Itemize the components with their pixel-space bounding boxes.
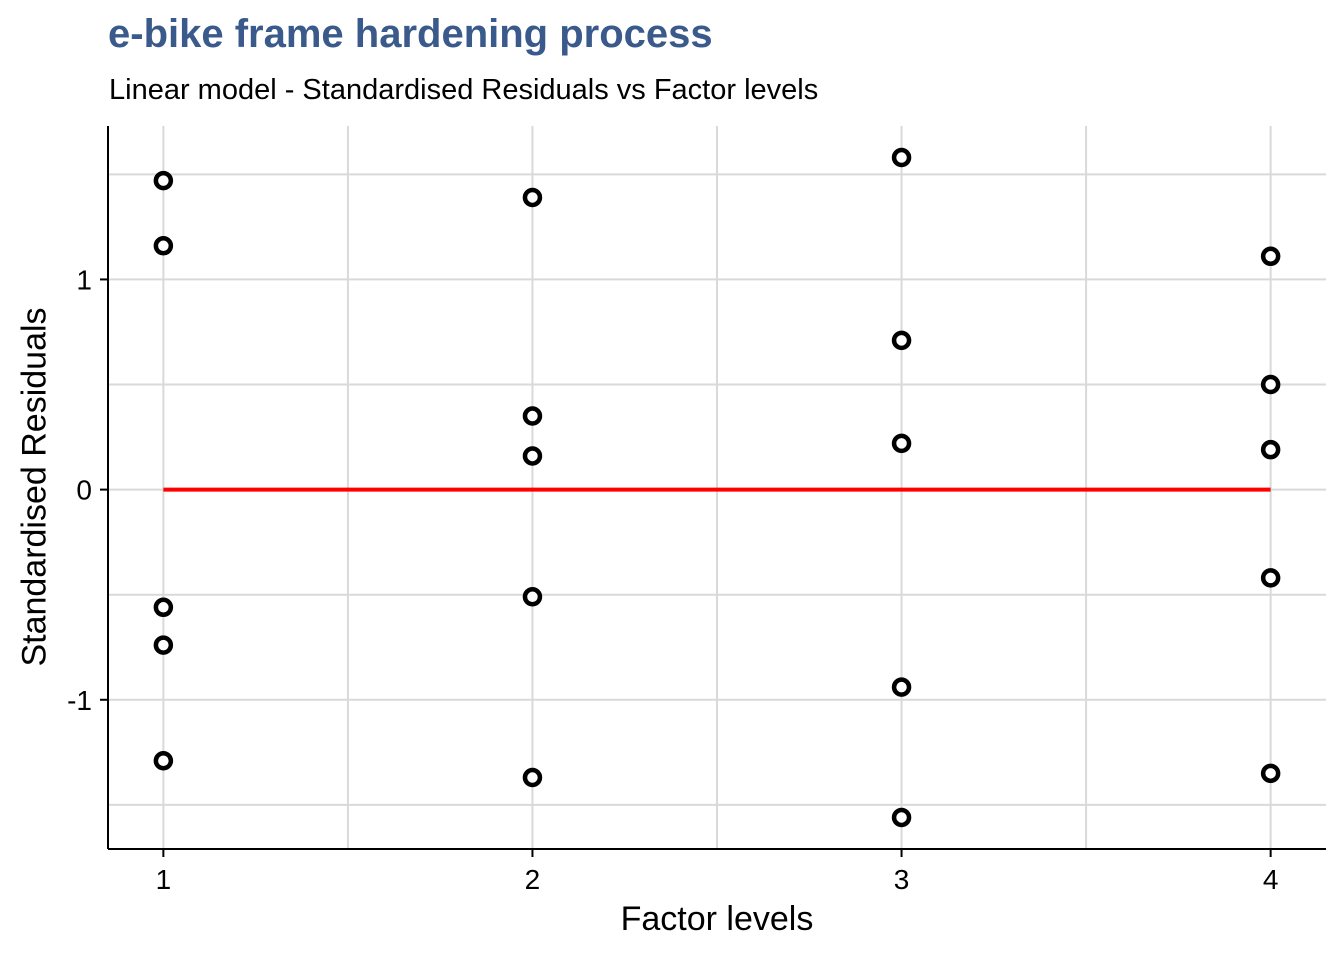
chart-subtitle: Linear model - Standardised Residuals vs… bbox=[109, 74, 819, 106]
residual-point bbox=[153, 750, 174, 771]
x-tick-label: 3 bbox=[894, 864, 910, 895]
grid bbox=[108, 126, 1326, 849]
residual-point bbox=[522, 187, 543, 208]
residual-point bbox=[891, 330, 912, 351]
chart-title: e-bike frame hardening process bbox=[108, 12, 713, 56]
residual-point bbox=[1260, 439, 1281, 460]
y-tick-label: 0 bbox=[76, 475, 92, 506]
x-tick-label: 4 bbox=[1263, 864, 1279, 895]
residual-point bbox=[891, 677, 912, 697]
y-tick-label: -1 bbox=[67, 685, 92, 716]
residual-point bbox=[522, 446, 543, 466]
residual-point bbox=[153, 597, 174, 618]
x-axis-label: Factor levels bbox=[620, 900, 814, 938]
residual-point bbox=[522, 587, 543, 607]
y-tick-label: 1 bbox=[76, 264, 92, 295]
y-axis-label: Standardised Residuals bbox=[15, 307, 54, 667]
x-tick-label: 2 bbox=[525, 864, 541, 895]
residual-point bbox=[1260, 374, 1281, 395]
points-layer bbox=[153, 147, 1281, 828]
residual-point bbox=[891, 433, 912, 454]
residual-point bbox=[522, 767, 543, 788]
residual-point bbox=[891, 147, 912, 168]
residual-point bbox=[1260, 568, 1281, 588]
residual-point bbox=[1260, 246, 1281, 267]
residual-point bbox=[153, 170, 174, 191]
residual-point bbox=[1260, 763, 1281, 784]
residual-point bbox=[891, 807, 912, 828]
x-tick-label: 1 bbox=[156, 864, 172, 895]
residual-point bbox=[153, 236, 174, 256]
tick-labels: 1 2 3 4 -1 0 1 bbox=[67, 264, 1278, 895]
axes bbox=[100, 126, 1326, 857]
residual-point bbox=[153, 635, 174, 655]
residual-point bbox=[522, 406, 543, 426]
